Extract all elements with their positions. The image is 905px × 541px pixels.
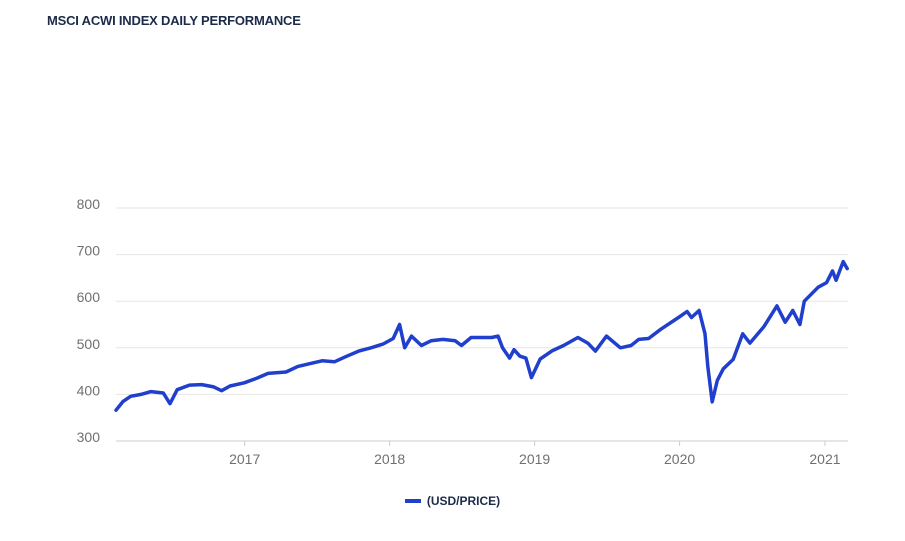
legend-swatch (404, 499, 421, 503)
y-tick-label: 800 (77, 196, 101, 212)
legend-label: (USD/PRICE) (426, 494, 501, 508)
x-tick-label: 2021 (809, 451, 840, 467)
y-tick-label: 400 (77, 382, 101, 398)
legend: (USD/PRICE) (0, 490, 905, 508)
y-tick-label: 600 (77, 289, 101, 305)
chart-title: MSCI ACWI INDEX DAILY PERFORMANCE (47, 13, 301, 28)
y-tick-label: 700 (77, 243, 101, 259)
x-tick-label: 2020 (664, 451, 695, 467)
x-tick-label: 2019 (519, 451, 550, 467)
x-axis: 2017 2018 2019 2020 2021 (229, 441, 841, 467)
x-tick-label: 2017 (229, 451, 260, 467)
grid-lines (116, 207, 848, 442)
y-axis: 300 400 500 600 700 800 (77, 196, 101, 445)
y-tick-label: 300 (77, 429, 101, 445)
y-tick-label: 500 (77, 336, 101, 352)
legend-item-usd-price[interactable]: (USD/PRICE) (404, 494, 501, 508)
series-line-usd-price (114, 259, 849, 412)
x-tick-label: 2018 (374, 451, 405, 467)
